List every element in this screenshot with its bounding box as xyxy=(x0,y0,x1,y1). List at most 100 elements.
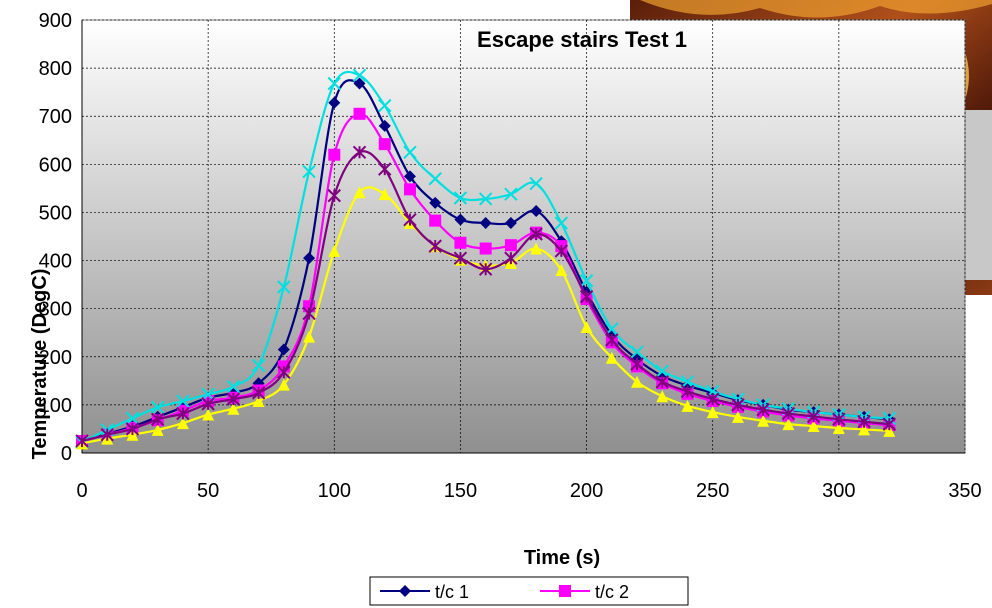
plot-area xyxy=(81,19,966,454)
data-point-square xyxy=(378,138,391,151)
data-point-star xyxy=(605,333,619,347)
x-tick-label: 200 xyxy=(570,480,603,502)
data-point-star xyxy=(226,392,241,406)
data-point-star xyxy=(428,239,442,253)
y-tick-label: 900 xyxy=(39,10,72,32)
legend: t/c 1 t/c 2 xyxy=(369,576,689,606)
legend-swatch-marker xyxy=(559,585,571,597)
data-point-triangle xyxy=(858,423,871,436)
data-point-star xyxy=(75,434,89,448)
data-point-diamond xyxy=(277,343,290,356)
data-point-square xyxy=(504,239,517,252)
data-point-triangle xyxy=(807,420,820,433)
data-point-x xyxy=(680,375,695,389)
data-point-star xyxy=(731,398,745,412)
data-point-triangle xyxy=(832,421,845,434)
x-tick-label: 250 xyxy=(696,480,729,502)
data-point-x xyxy=(277,280,291,294)
data-point-diamond xyxy=(303,252,316,265)
data-point-star xyxy=(680,384,695,399)
data-point-x xyxy=(529,176,543,191)
data-point-star xyxy=(478,262,493,276)
data-point-x xyxy=(478,192,493,206)
data-point-x xyxy=(504,187,518,201)
data-point-diamond xyxy=(429,196,442,209)
series-line xyxy=(81,150,890,443)
data-point-triangle xyxy=(530,242,543,255)
data-point-star xyxy=(554,244,569,258)
data-point-triangle xyxy=(328,244,341,257)
data-point-star xyxy=(176,406,190,421)
data-point-star xyxy=(832,412,846,427)
data-point-x xyxy=(302,164,316,179)
data-point-x xyxy=(150,400,165,415)
data-point-diamond xyxy=(328,96,341,109)
data-point-star xyxy=(251,386,266,400)
data-point-star xyxy=(100,428,114,442)
data-point-triangle xyxy=(555,264,568,277)
data-point-star xyxy=(579,289,594,304)
series-line xyxy=(81,112,890,443)
y-tick-label: 500 xyxy=(39,202,72,224)
data-point-triangle xyxy=(782,418,795,431)
legend-item: t/c 2 xyxy=(540,582,629,602)
data-point-star xyxy=(403,212,417,227)
data-point-triangle xyxy=(303,330,316,343)
data-point-star xyxy=(378,162,392,176)
series-group xyxy=(75,68,897,450)
x-tick-label: 150 xyxy=(444,480,477,502)
x-tick-label: 100 xyxy=(318,480,351,502)
data-point-triangle xyxy=(252,395,265,408)
x-tick-label: 0 xyxy=(76,480,87,502)
y-tick-label: 100 xyxy=(39,395,72,417)
data-point-star xyxy=(125,422,140,436)
data-point-triangle xyxy=(353,186,366,199)
data-point-triangle xyxy=(202,408,215,421)
x-tick-label: 50 xyxy=(197,480,219,502)
y-tick-label: 300 xyxy=(39,299,72,321)
legend-swatch-marker xyxy=(399,585,411,597)
data-point-diamond xyxy=(479,217,492,230)
x-axis-title: Time (s) xyxy=(524,547,600,569)
data-point-star xyxy=(857,415,871,429)
data-point-star xyxy=(882,417,897,431)
data-point-star xyxy=(781,406,796,421)
data-point-star xyxy=(352,145,367,160)
data-point-triangle xyxy=(631,375,644,388)
legend-label: t/c 2 xyxy=(595,582,629,602)
data-point-triangle xyxy=(656,390,669,403)
data-point-star xyxy=(453,251,468,265)
data-point-x xyxy=(579,274,594,288)
y-tick-label: 200 xyxy=(39,347,72,369)
data-point-diamond xyxy=(530,205,543,218)
data-point-triangle xyxy=(277,378,290,391)
data-point-diamond xyxy=(454,213,467,226)
data-point-x xyxy=(378,98,392,113)
data-point-diamond xyxy=(378,119,391,132)
data-point-star xyxy=(529,227,543,241)
data-point-x xyxy=(352,68,367,83)
data-point-star xyxy=(706,392,720,406)
data-point-x xyxy=(201,387,215,402)
data-point-triangle xyxy=(151,423,164,436)
data-point-star xyxy=(504,251,518,265)
data-point-diamond xyxy=(353,77,366,90)
data-point-triangle xyxy=(757,414,770,427)
y-tick-label: 400 xyxy=(39,251,72,273)
data-point-x xyxy=(453,191,468,205)
x-tick-label: 300 xyxy=(822,480,855,502)
axes: 0 100 200 300 400 500 600 700 800 900 0 50 100 150 200… xyxy=(39,10,982,502)
data-point-triangle xyxy=(605,351,618,364)
data-point-x xyxy=(327,76,341,91)
data-point-x xyxy=(226,379,241,394)
data-point-triangle xyxy=(227,402,240,415)
data-point-x xyxy=(403,145,417,160)
data-point-square xyxy=(454,236,467,249)
data-point-x xyxy=(554,216,569,230)
data-point-x xyxy=(176,394,190,408)
data-point-triangle xyxy=(731,410,744,423)
data-point-star xyxy=(756,402,770,417)
legend-item: t/c 1 xyxy=(380,582,469,602)
data-point-star xyxy=(302,306,316,321)
